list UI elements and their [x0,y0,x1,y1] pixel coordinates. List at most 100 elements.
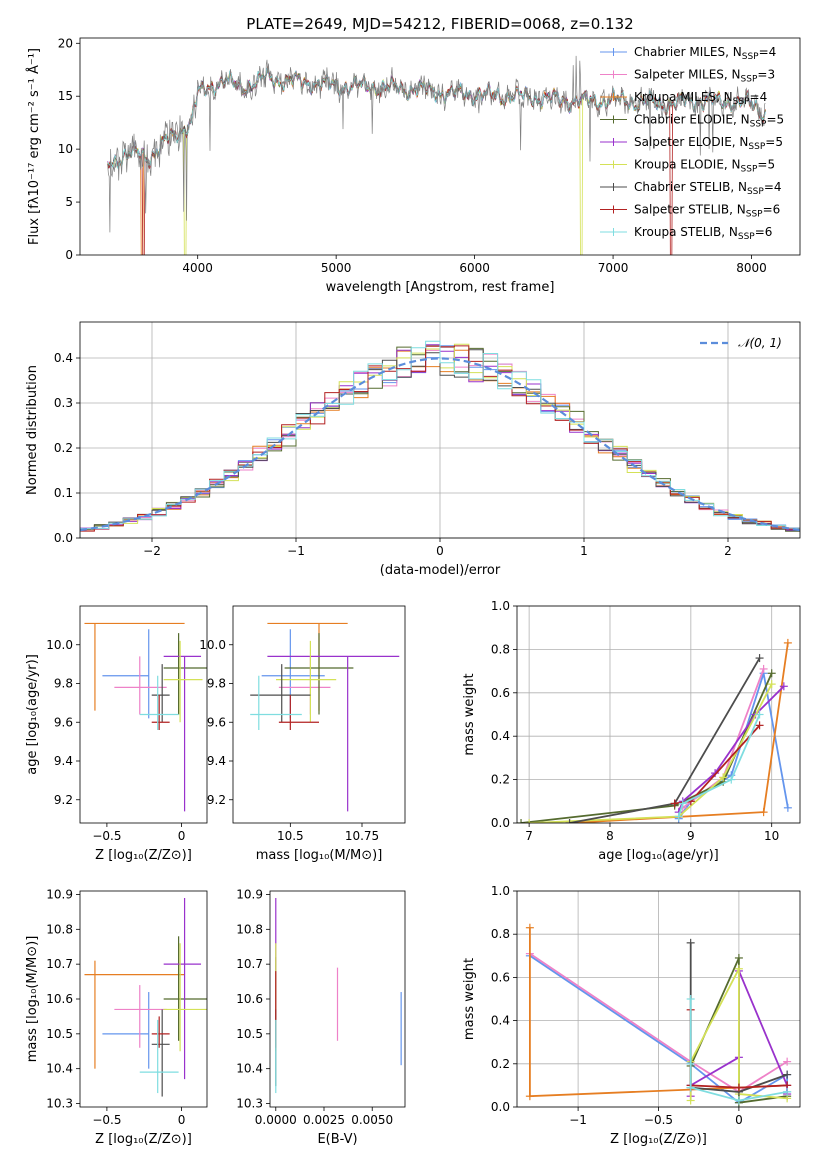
weight-point-marker [734,1083,743,1092]
weight-point-marker [525,923,534,932]
weight-point-marker [755,721,764,730]
weight-point-marker [517,819,526,823]
y-axis-label: age [log₁₀(age/yr)] [25,654,40,775]
weight-series-line [529,683,773,823]
y-tick-label: 0.1 [54,486,73,500]
x-tick-label: 5000 [321,261,352,275]
y-axis-label: mass [log₁₀(M/M⊙)] [25,936,40,1063]
y-tick-label: 0.0 [491,816,510,830]
y-axis-label: mass weight [462,673,477,755]
y-tick-label: 0.4 [491,1014,510,1028]
weight-point-marker [755,710,764,719]
residuals-legend: 𝒩(0, 1) [700,336,782,350]
weight-point-marker [779,682,788,691]
plot-area-age_vs_mass [250,622,400,812]
errorbar-point [151,695,170,730]
y-tick-label: 9.6 [207,715,226,729]
errorbar-point [163,655,202,812]
x-tick-label: 8 [606,829,614,843]
legend-label: Kroupa MILES, NSSP=4 [634,90,767,107]
errorbar-point [163,936,207,1041]
errorbar-point [151,1016,170,1048]
errorbar-point [163,897,202,1080]
errorbar-point [267,655,400,812]
weight-point-marker [727,775,736,784]
y-tick-label: 10.0 [46,638,73,652]
x-tick-label: 0 [178,829,186,843]
x-tick-label: 0.0050 [351,1113,393,1127]
plot-area-weight_vs_age [517,638,792,823]
axes-frame [516,605,801,824]
x-tick-label: −1 [569,1113,587,1127]
errorbar-point [163,633,207,715]
weight-point-marker [759,664,768,673]
x-tick-label: −1 [287,544,305,558]
legend-label: Kroupa STELIB, NSSP=6 [634,225,772,242]
x-tick-label: −0.5 [644,1113,673,1127]
y-tick-label: 9.2 [207,793,226,807]
y-tick-label: 10.3 [236,1097,263,1111]
axes-age_vs_mass: 10.5 10.75 9.2 9.4 9.6 9.8 10.0 mass [log₁₀(M/M… [199,605,406,863]
y-tick-label: 10.6 [236,992,263,1006]
errorbar-point [250,664,311,723]
y-axis-label: mass weight [462,958,477,1040]
x-tick-label: 10 [764,829,779,843]
y-tick-label: 1.0 [491,599,510,613]
y-axis-label: Flux [fλ10⁻¹⁷ erg cm⁻² s⁻¹ Å⁻¹] [26,48,42,245]
y-tick-label: 10.3 [46,1097,73,1111]
legend-label: Chabrier ELODIE, NSSP=5 [634,113,784,130]
axes-spectrum: 4000 5000 6000 7000 8000 0 5 10 15 20 wavelength [… [26,36,801,295]
y-tick-label: 0.8 [491,642,510,656]
x-tick-label: 8000 [736,261,767,275]
errorbar-point [276,640,337,723]
x-tick-label: 0 [436,544,444,558]
weight-series-line [677,714,761,817]
plot-area-weight_vs_Z [525,923,792,1107]
weight-series-line [529,952,788,1093]
x-tick-label: −0.5 [92,829,121,843]
x-tick-label: 6000 [459,261,490,275]
errorbar-point [163,943,207,1052]
axes-mass_vs_Z: −0.5 0 10.3 10.4 10.5 10.6 10.7 10.8 10.9 Z [log₁… [25,887,208,1147]
data-spectrum-line [107,55,766,233]
histogram-step [80,340,800,538]
weight-point-marker [783,803,792,812]
x-axis-label: age [log₁₀(age/yr)] [598,848,719,863]
y-tick-label: 0.8 [491,927,510,941]
x-tick-label: 0.0025 [303,1113,345,1127]
errorbar-point [250,675,302,730]
y-tick-label: 0.0 [491,1100,510,1114]
y-tick-label: 9.2 [54,793,73,807]
x-tick-label: 7000 [598,261,629,275]
y-tick-label: 10.4 [46,1062,73,1076]
x-axis-label: mass [log₁₀(M/M⊙)] [256,848,383,863]
errorbar-point [84,960,185,1069]
y-tick-label: 10.4 [236,1062,263,1076]
x-tick-label: 2 [724,544,732,558]
y-tick-label: 10.7 [236,957,263,971]
weight-point-marker [525,1092,534,1101]
normal-reference-curve [80,357,800,532]
x-axis-label: Z [log₁₀(Z/Z⊙)] [95,848,192,863]
errorbar-point [102,992,150,1069]
legend-label: Chabrier MILES, NSSP=4 [634,45,776,62]
y-tick-label: 15 [58,89,73,103]
y-tick-label: 10.7 [46,957,73,971]
weight-point-marker [783,1070,792,1079]
weight-point-marker [678,799,687,808]
x-tick-label: 10.75 [345,829,379,843]
legend-label: Salpeter ELODIE, NSSP=5 [634,135,783,152]
weight-point-marker [686,995,695,1003]
y-tick-label: 0.6 [491,686,510,700]
y-tick-label: 10.5 [236,1027,263,1041]
x-tick-label: −0.5 [92,1113,121,1127]
legend-label: 𝒩(0, 1) [738,336,782,350]
weight-point-marker [783,1057,792,1066]
y-tick-label: 10.9 [236,887,263,901]
x-tick-label: 1 [580,544,588,558]
y-tick-label: 10.5 [46,1027,73,1041]
y-tick-label: 10 [58,142,73,156]
y-tick-label: 0.6 [491,970,510,984]
legend-label: Salpeter MILES, NSSP=3 [634,68,775,85]
